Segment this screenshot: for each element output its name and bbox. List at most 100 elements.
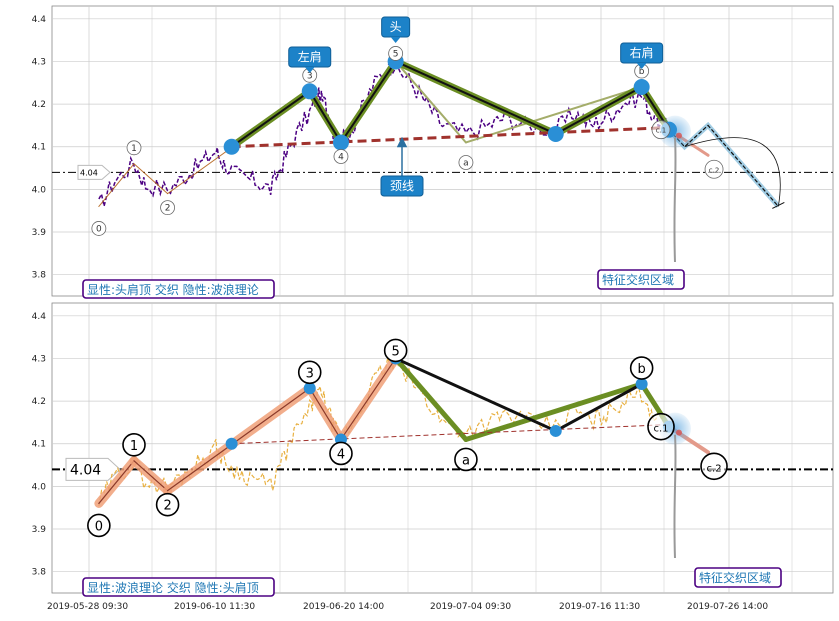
- x-tick-5: 2019-07-26 14:00: [687, 602, 768, 612]
- bottom-wave-inner-1: [133, 460, 169, 492]
- bottom-head-shoulders-lines: [394, 356, 644, 433]
- bottom-wave-seg-5a: [393, 355, 469, 442]
- bottom-hs-seg-0: [394, 356, 558, 433]
- top-hs-marker-neck_2: [547, 125, 564, 142]
- callout-neckline-box: [380, 175, 424, 197]
- bot-label-circle-6: [454, 447, 478, 472]
- top-price-line: [98, 56, 667, 207]
- x-tick-2: 2019-06-20 14:00: [303, 602, 384, 612]
- bottom-wave-inner-3: [309, 387, 342, 441]
- top-y-tick-5: 4.3: [32, 57, 46, 67]
- x-tick-1: 2019-06-10 11:30: [174, 602, 255, 612]
- bot-label-text-5: 5: [391, 344, 399, 359]
- top-y-tick-4: 4.2: [32, 100, 46, 110]
- top-label-text-2: 2: [165, 204, 171, 214]
- top-hs-marker-right_shoulder: [633, 79, 650, 96]
- bottom-neckline: [231, 424, 670, 445]
- bot-label-circle-3: [297, 360, 322, 385]
- top-plot-area: [51, 5, 834, 297]
- callout-head-pointer: [390, 37, 401, 43]
- top-hs-inner-1: [308, 90, 342, 144]
- bottom-pattern-label: 显性:波浪理论 交织 隐性:头肩顶: [87, 580, 259, 595]
- bot-y-tick-5: 4.3: [32, 354, 46, 364]
- bottom-reference-line: 4.04: [52, 457, 833, 481]
- top-hs-inner-0: [230, 90, 311, 148]
- top-y-tick-0: 3.8: [32, 271, 47, 281]
- callout-head-text: 头: [390, 20, 402, 34]
- bot-y-tick-1: 3.9: [32, 525, 47, 535]
- top-zone-label: 特征交织区域: [602, 272, 674, 287]
- bot-label-text-1: 1: [130, 439, 138, 454]
- bottom-y-tick-labels: 3.8 3.9 4.0 4.1 4.2 4.3 4.4: [32, 312, 47, 578]
- top-wave-seg-0: [98, 163, 135, 207]
- top-projection-end: [772, 201, 785, 209]
- bottom-hs-seg-1: [554, 382, 644, 433]
- top-reference-line: 4.04: [52, 164, 833, 180]
- top-label-text-1: 1: [131, 144, 137, 154]
- x-tick-labels: 2019-05-28 09:30 2019-06-10 11:30 2019-06-…: [47, 602, 768, 612]
- top-y-tick-6: 4.4: [32, 15, 47, 25]
- bot-ref-value: 4.04: [70, 462, 101, 478]
- top-ref-arrow: [77, 164, 111, 180]
- top-y-tick-1: 3.9: [32, 228, 47, 238]
- bottom-wave-labels: 0 1 2 3 4 5 a b c.1 c.2: [87, 338, 728, 538]
- x-tick-3: 2019-07-04 09:30: [430, 602, 511, 612]
- bot-label-text-4: 4: [337, 447, 345, 462]
- bottom-wave-seg-6a: [463, 381, 645, 442]
- top-projection-arc: [684, 137, 781, 207]
- bot-y-tick-0: 3.8: [32, 568, 47, 578]
- bottom-grid: [52, 303, 833, 593]
- top-y-tick-2: 4.0: [32, 185, 47, 195]
- top-label-circle-0: [91, 221, 107, 236]
- top-label-text-4: 4: [338, 152, 344, 162]
- bot-y-tick-2: 4.0: [32, 482, 47, 492]
- top-wave-labels: 0 1 2 3 4 5 a b c.1 c.2: [91, 46, 724, 236]
- top-label-text-7: b: [639, 67, 645, 77]
- bot-neckline-line: [231, 424, 670, 445]
- top-head-shoulders-lines: [228, 57, 673, 151]
- top-hs-inner-4: [554, 86, 643, 135]
- top-zone-box: 特征交织区域: [597, 269, 685, 290]
- bottom-wave-inner-2: [166, 387, 311, 492]
- bot-label-text-3: 3: [306, 366, 314, 381]
- top-label-circle-9: [704, 159, 724, 179]
- top-label-circle-2: [160, 200, 175, 216]
- bot-label-text-6: a: [462, 453, 470, 468]
- bot-label-circle-2: [155, 492, 180, 517]
- top-pattern-box: 显性:头肩顶 交织 隐性:波浪理论: [82, 279, 275, 299]
- bottom-wave-inner-0: [98, 460, 135, 505]
- top-zone-connector: [673, 137, 677, 263]
- bot-hs-marker-neck_start: [225, 437, 238, 450]
- top-pattern-label: 显性:头肩顶 交织 隐性:波浪理论: [87, 282, 259, 297]
- bot-interleave-dot: [675, 429, 682, 436]
- top-wave-seg-1: [133, 163, 169, 195]
- callout-left-shoulder-pointer: [304, 67, 315, 73]
- top-price-series: [98, 56, 667, 207]
- bot-label-text-0: 0: [95, 519, 103, 534]
- top-interleave-dot: [675, 132, 682, 139]
- bot-label-circle-5: [383, 338, 408, 363]
- callout-left-shoulder-text: 左肩: [298, 49, 322, 64]
- x-tick-0: 2019-05-28 09:30: [47, 602, 128, 612]
- bottom-pattern-box: 显性:波浪理论 交织 隐性:头肩顶: [82, 577, 275, 597]
- top-neckline: [231, 126, 670, 149]
- top-label-text-5: 5: [393, 49, 399, 59]
- bottom-zone-label: 特征交织区域: [699, 570, 771, 585]
- callout-right-shoulder-text: 右肩: [630, 45, 654, 60]
- top-label-text-9: c.2: [709, 166, 720, 174]
- top-hs-marker-neck_start: [223, 138, 240, 155]
- top-y-tick-labels: 3.8 3.9 4.0 4.1 4.2 4.3 4.4: [32, 15, 47, 281]
- bottom-zone-box: 特征交织区域: [694, 567, 782, 588]
- top-hs-marker-neck_1: [332, 134, 349, 151]
- top-hs-inner-2: [339, 60, 397, 144]
- top-hs-marker-left_shoulder: [301, 83, 318, 100]
- top-ref-value: 4.04: [80, 168, 98, 177]
- top-y-tick-3: 4.1: [32, 143, 46, 153]
- bot-label-text-9: c.2: [707, 463, 722, 474]
- top-label-text-0: 0: [96, 224, 102, 234]
- bot-zone-connector: [673, 434, 677, 559]
- top-neckline-line: [231, 126, 670, 149]
